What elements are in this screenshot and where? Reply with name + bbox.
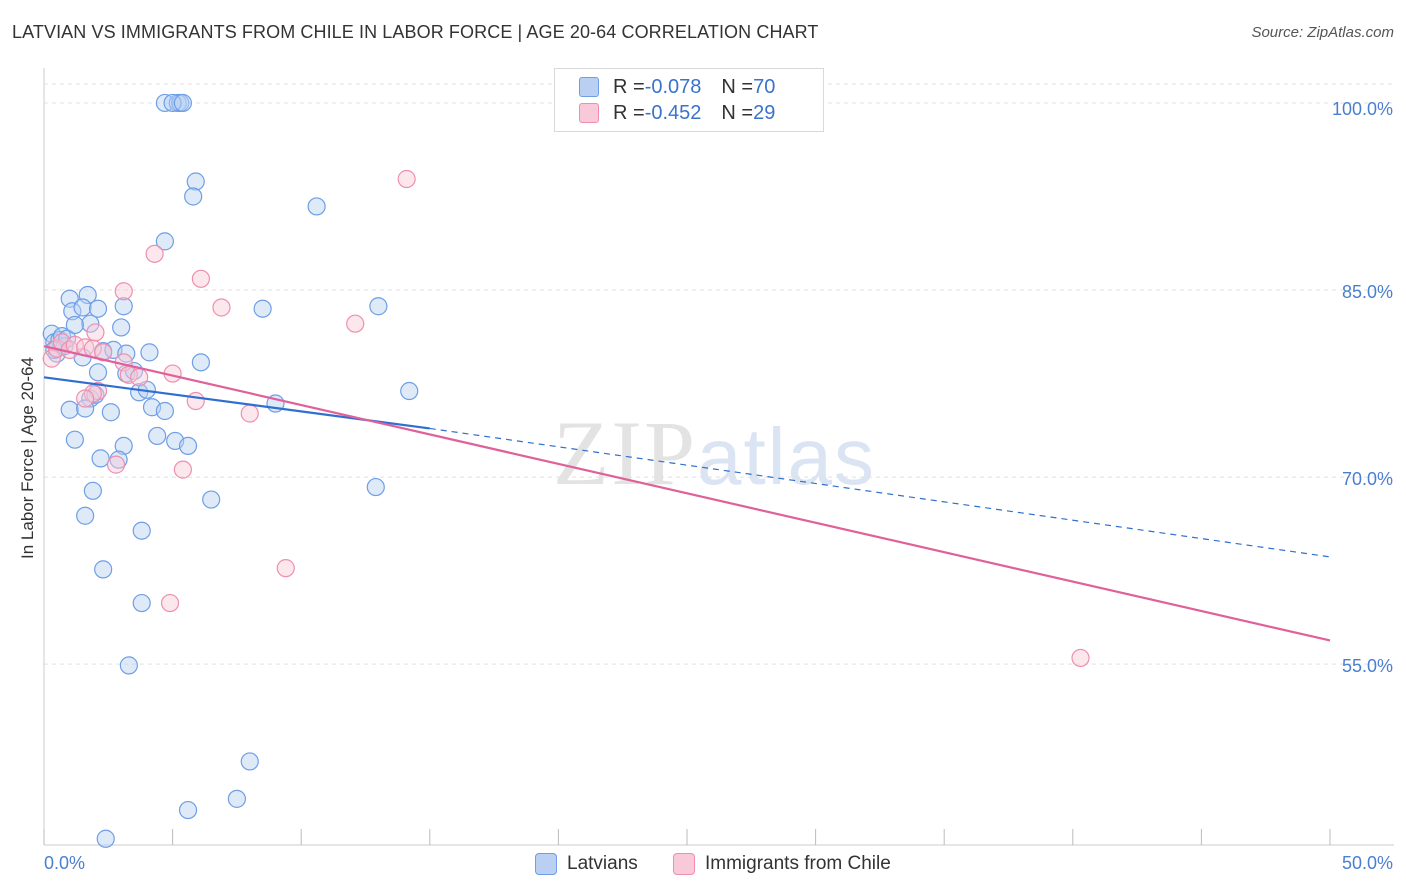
latvian-point: [369, 297, 388, 316]
latvians-legend-swatch: [535, 853, 557, 875]
latvian-point: [132, 521, 151, 540]
y-tick-label: 55.0%: [1342, 656, 1393, 676]
latvian-point: [88, 363, 108, 382]
latvian-point: [76, 399, 95, 418]
latvian-point: [148, 426, 167, 446]
latvian-point: [173, 93, 192, 113]
latvians-swatch: [579, 77, 599, 97]
latvian-point: [186, 172, 205, 191]
latvians-legend-label: Latvians: [567, 853, 638, 874]
chile-point: [1071, 648, 1090, 668]
latvian-point: [73, 298, 92, 317]
chile-point: [173, 460, 192, 479]
latvian-point: [366, 477, 385, 497]
latvian-point: [88, 299, 108, 318]
latvian-point: [94, 560, 113, 579]
latvian-point: [227, 789, 246, 808]
watermark-atlas: atlas: [697, 412, 876, 501]
chile-point: [130, 368, 149, 387]
latvian-point: [65, 430, 84, 449]
latvian-point: [155, 232, 174, 251]
latvian-point: [191, 353, 210, 372]
latvian-point: [91, 449, 110, 468]
latvian-point: [202, 490, 221, 509]
latvian-point: [178, 800, 198, 820]
chile-trend-line: [43, 345, 1331, 642]
legend-row-chile: R = -0.452 N = 29: [579, 100, 775, 126]
y-tick-label: 70.0%: [1342, 469, 1393, 489]
latvian-point: [400, 381, 419, 401]
latvian-point: [114, 436, 133, 456]
legend-r-value: -0.452: [644, 101, 702, 124]
chile-point: [397, 169, 416, 189]
latvian-point: [132, 593, 151, 613]
chile-point: [114, 282, 133, 301]
x-tick-label: 0.0%: [44, 853, 85, 873]
legend-r-value: -0.078: [644, 75, 702, 98]
bottom-legend-chile: Immigrants from Chile: [673, 851, 891, 877]
latvian-point: [65, 315, 84, 335]
chile-point: [346, 314, 365, 333]
chile-point: [186, 391, 205, 411]
chile-legend-swatch: [673, 853, 695, 875]
chile-point: [160, 593, 180, 613]
latvians-trend-extension: [429, 427, 1331, 558]
latvian-point: [119, 656, 138, 675]
watermark: ZIPatlas: [553, 400, 876, 506]
latvian-point: [81, 314, 100, 333]
latvian-point: [184, 187, 203, 206]
latvian-point: [240, 752, 259, 771]
legend-n-label: N =: [721, 101, 754, 124]
latvian-point: [112, 318, 131, 337]
chile-point: [86, 323, 105, 342]
legend-r-label: R =: [613, 75, 645, 98]
chile-legend-label: Immigrants from Chile: [705, 853, 891, 874]
latvian-point: [109, 450, 128, 469]
latvian-point: [60, 400, 79, 419]
chile-point: [94, 343, 113, 362]
latvian-point: [96, 829, 115, 848]
latvian-point: [76, 506, 95, 525]
latvian-point: [178, 436, 198, 456]
latvian-point: [155, 401, 174, 421]
latvian-point: [253, 299, 272, 318]
y-tick-label: 100.0%: [1332, 99, 1393, 119]
chart-title: LATVIAN VS IMMIGRANTS FROM CHILE IN LABO…: [12, 22, 819, 42]
stats-legend: R = -0.078 N = 70 R = -0.452 N = 29: [554, 68, 824, 132]
chile-point: [276, 559, 295, 578]
latvian-point: [163, 93, 182, 113]
chile-point: [240, 404, 259, 423]
chile-point: [212, 298, 231, 317]
source-label: Source: ZipAtlas.com: [1251, 24, 1394, 41]
legend-n-value: 29: [753, 101, 776, 124]
chile-swatch: [579, 103, 599, 123]
latvian-point: [63, 302, 82, 321]
latvian-point: [307, 197, 326, 216]
chile-point: [42, 349, 61, 368]
chile-point: [145, 244, 164, 263]
legend-row-latvians: R = -0.078 N = 70: [579, 74, 775, 100]
latvian-point: [140, 343, 159, 362]
watermark-zip: ZIP: [553, 402, 697, 504]
latvian-point: [101, 403, 120, 422]
y-tick-label: 85.0%: [1342, 282, 1393, 302]
legend-n-label: N =: [721, 75, 754, 98]
legend-n-value: 70: [753, 75, 776, 98]
latvian-point: [83, 481, 102, 500]
bottom-legend-latvians: Latvians: [535, 851, 638, 877]
chile-point: [106, 455, 126, 474]
latvian-point: [155, 93, 174, 113]
x-tick-label: 50.0%: [1342, 853, 1393, 873]
latvian-point: [114, 297, 133, 316]
chile-point: [76, 389, 95, 408]
legend-r-label: R =: [613, 101, 645, 124]
chile-point: [191, 269, 210, 288]
